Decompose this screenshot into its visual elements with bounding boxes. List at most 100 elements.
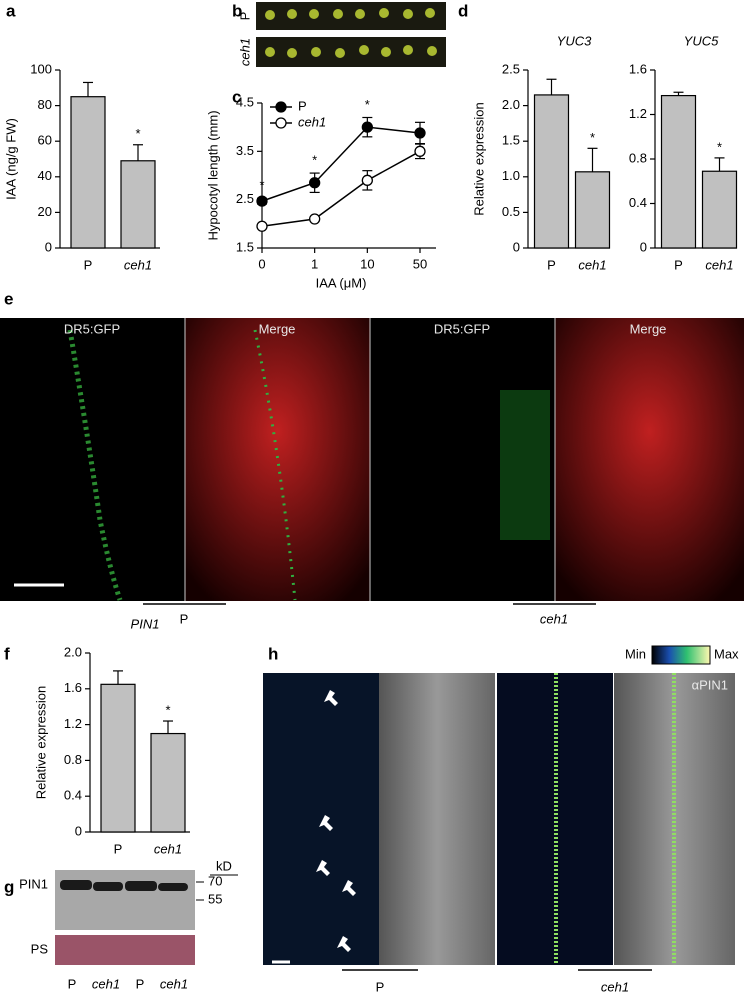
significance: *: [312, 153, 317, 168]
panel-letter: b: [232, 1, 242, 20]
bar: [533, 94, 570, 249]
y-tick-label: 4.5: [236, 94, 254, 109]
colorbar-label: Min: [625, 646, 646, 661]
lane-label: P: [136, 976, 145, 991]
y-tick-label: 0: [513, 239, 520, 254]
panel-letter: e: [4, 289, 13, 308]
micrograph: [379, 673, 495, 965]
y-tick-label: 1.6: [629, 61, 647, 76]
group-label: ceh1: [540, 611, 568, 626]
series-line: [261, 126, 421, 202]
y-tick-label: 1.0: [502, 168, 520, 183]
x-tick-label: 50: [413, 256, 427, 271]
group-label: P: [180, 611, 189, 626]
x-tick-label: ceh1: [124, 257, 152, 272]
lane-label: ceh1: [92, 976, 120, 991]
point: [414, 127, 426, 139]
y-axis-label: Relative expression: [471, 102, 486, 215]
tile-label: Merge: [259, 321, 296, 336]
chart-title: PIN1: [131, 616, 160, 631]
y-tick-label: 0.4: [629, 195, 647, 210]
row-label: PIN1: [19, 876, 48, 891]
marker-label: 55: [208, 891, 222, 906]
blot: [55, 870, 195, 930]
x-tick-label: 0: [258, 256, 265, 271]
lane-label: P: [68, 976, 77, 991]
tile-label: Merge: [630, 321, 667, 336]
y-tick-label: 1.5: [236, 239, 254, 254]
y-tick-label: 3.5: [236, 143, 254, 158]
arrows: [316, 690, 356, 952]
unit-label: kD: [216, 858, 232, 873]
bar: [120, 160, 156, 249]
x-tick-label: P: [84, 257, 93, 272]
point: [309, 177, 321, 189]
colorbar-label: Max: [714, 646, 739, 661]
panel-letter: c: [232, 87, 241, 106]
y-tick-label: 2.0: [502, 97, 520, 112]
micrograph: [0, 318, 185, 601]
y-tick-label: 0.8: [64, 752, 82, 767]
chart-title: YUC3: [557, 33, 592, 48]
y-tick-label: 2.5: [236, 191, 254, 206]
x-tick-label: ceh1: [705, 257, 733, 272]
x-tick-label: P: [674, 257, 683, 272]
significance: *: [365, 97, 370, 112]
legend-marker: [275, 101, 287, 113]
significance: *: [590, 130, 595, 145]
panel-letter: f: [4, 644, 10, 663]
y-tick-label: 1.5: [502, 133, 520, 148]
legend-label: ceh1: [298, 114, 326, 129]
bar: [701, 170, 738, 249]
x-tick-label: 10: [360, 256, 374, 271]
point: [256, 220, 268, 232]
series-line: [261, 150, 421, 227]
micrograph: [555, 318, 744, 601]
seedlings: [265, 8, 437, 58]
x-tick-label: P: [547, 257, 556, 272]
y-tick-label: 2.5: [502, 61, 520, 76]
gfp-signal: [500, 390, 550, 540]
seedling-photo: [256, 37, 446, 67]
bar: [70, 96, 106, 249]
y-tick-label: 20: [38, 204, 52, 219]
marker-label: 70: [208, 873, 222, 888]
row-label: PS: [31, 941, 49, 956]
point: [309, 213, 321, 225]
significance: *: [165, 702, 170, 717]
ponceau: [55, 935, 195, 965]
point: [414, 145, 426, 157]
micrograph: [185, 318, 370, 601]
tile-label: DR5:GFP: [434, 321, 490, 336]
group-label: P: [376, 979, 385, 994]
x-tick-label: ceh1: [578, 257, 606, 272]
bands: [60, 880, 188, 891]
y-tick-label: 0.5: [502, 204, 520, 219]
y-tick-label: 0.4: [64, 788, 82, 803]
row-label: P: [237, 12, 252, 21]
y-tick-label: 80: [38, 97, 52, 112]
y-axis-label: Hypocotyl length (mm): [205, 110, 220, 240]
lane-label: ceh1: [160, 976, 188, 991]
significance: *: [717, 139, 722, 154]
y-tick-label: 40: [38, 168, 52, 183]
micrograph: [263, 673, 379, 965]
panel-letter: a: [6, 1, 16, 20]
panel-letter: d: [458, 1, 468, 20]
x-tick-label: P: [114, 841, 123, 856]
bar: [660, 94, 697, 249]
y-tick-label: 0: [75, 823, 82, 838]
x-tick-label: ceh1: [154, 841, 182, 856]
y-tick-label: 1.6: [64, 680, 82, 695]
seedling-photo: [256, 2, 446, 30]
group-label: ceh1: [601, 979, 629, 994]
panel-letter: g: [4, 877, 14, 896]
bar: [100, 683, 136, 833]
legend-marker: [275, 117, 287, 129]
point: [361, 174, 373, 186]
y-tick-label: 1.2: [629, 106, 647, 121]
point: [361, 121, 373, 133]
chart-title: YUC5: [684, 33, 719, 48]
y-tick-label: 100: [30, 61, 52, 76]
